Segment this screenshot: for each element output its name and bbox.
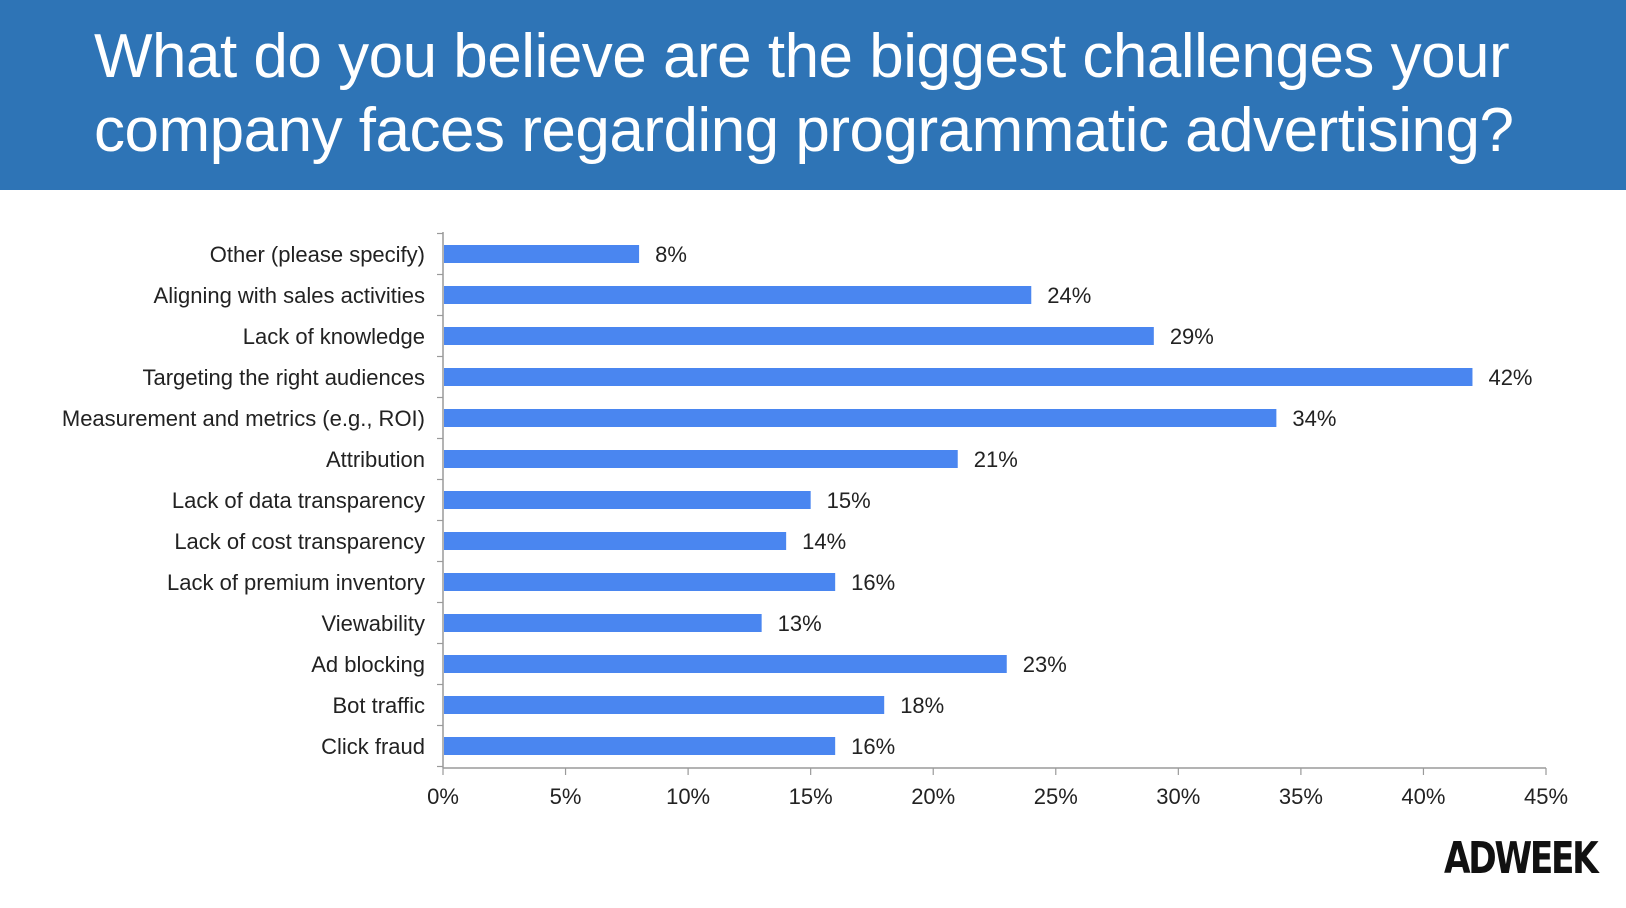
bar	[444, 696, 885, 714]
data-label: 14%	[802, 529, 846, 554]
bar	[444, 245, 640, 263]
bar	[444, 737, 836, 755]
x-tick-label: 15%	[789, 784, 833, 809]
bar	[444, 614, 762, 632]
bar	[444, 573, 836, 591]
category-label: Lack of data transparency	[172, 488, 425, 513]
x-tick-label: 20%	[911, 784, 955, 809]
data-label: 13%	[778, 611, 822, 636]
data-label: 23%	[1023, 652, 1067, 677]
data-label: 34%	[1292, 406, 1336, 431]
x-tick-label: 40%	[1401, 784, 1445, 809]
category-label: Bot traffic	[332, 693, 425, 718]
bar	[444, 368, 1473, 386]
category-label: Click fraud	[321, 734, 425, 759]
x-tick-label: 5%	[550, 784, 582, 809]
x-tick-label: 0%	[427, 784, 459, 809]
x-tick-label: 45%	[1524, 784, 1568, 809]
bar	[444, 286, 1032, 304]
adweek-logo: ADWEEK	[1443, 833, 1599, 884]
data-label: 29%	[1170, 324, 1214, 349]
data-label: 24%	[1047, 283, 1091, 308]
category-label: Ad blocking	[311, 652, 425, 677]
x-tick-label: 35%	[1279, 784, 1323, 809]
category-label: Lack of premium inventory	[167, 570, 425, 595]
category-label: Lack of cost transparency	[174, 529, 425, 554]
category-label: Lack of knowledge	[243, 324, 425, 349]
category-label: Other (please specify)	[210, 242, 425, 267]
title-banner: What do you believe are the biggest chal…	[0, 0, 1626, 190]
bar	[444, 327, 1154, 345]
x-tick-label: 10%	[666, 784, 710, 809]
x-tick-label: 25%	[1034, 784, 1078, 809]
bar-chart: 0% 5% 10% 15% 20% 25% 30% 35% 40% 45% Other (pleas…	[62, 232, 1568, 809]
data-label: 16%	[851, 570, 895, 595]
data-label: 18%	[900, 693, 944, 718]
bar	[444, 655, 1007, 673]
x-tick-label: 30%	[1156, 784, 1200, 809]
category-label: Aligning with sales activities	[154, 283, 425, 308]
data-label: 21%	[974, 447, 1018, 472]
data-label: 16%	[851, 734, 895, 759]
bar	[444, 450, 958, 468]
category-label: Viewability	[321, 611, 425, 636]
category-label: Attribution	[326, 447, 425, 472]
category-label: Measurement and metrics (e.g., ROI)	[62, 406, 425, 431]
data-label: 42%	[1488, 365, 1532, 390]
chart-title: What do you believe are the biggest chal…	[94, 22, 1514, 165]
bar	[444, 409, 1277, 427]
category-label: Targeting the right audiences	[142, 365, 425, 390]
data-label: 15%	[827, 488, 871, 513]
data-label: 8%	[655, 242, 687, 267]
bar	[444, 491, 811, 509]
bar	[444, 532, 787, 550]
chart-area: 0% 5% 10% 15% 20% 25% 30% 35% 40% 45% Other (pleas…	[0, 190, 1626, 908]
